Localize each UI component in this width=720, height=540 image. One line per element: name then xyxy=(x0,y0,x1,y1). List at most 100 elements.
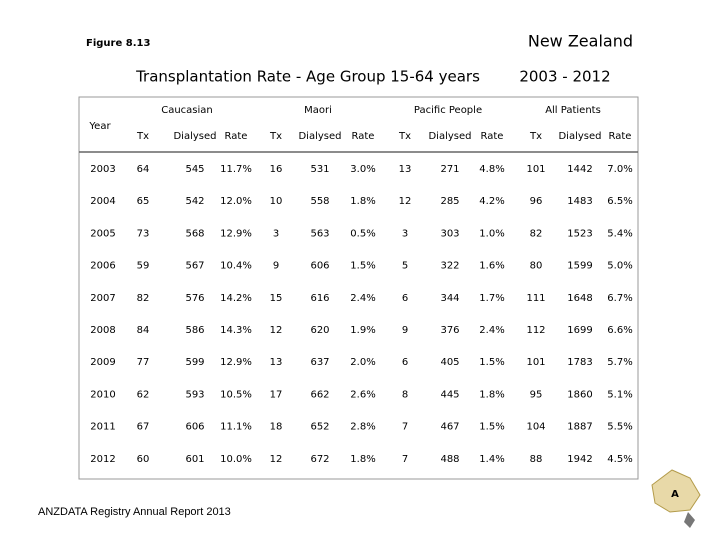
data-cell: 14.2% xyxy=(220,293,252,304)
data-cell: 542 xyxy=(185,196,204,207)
column-header: Rate xyxy=(225,131,248,142)
data-cell: 6.7% xyxy=(607,293,632,304)
data-cell: 344 xyxy=(440,293,459,304)
data-cell: 1442 xyxy=(567,164,592,175)
data-cell: 7 xyxy=(402,454,408,465)
data-cell: 4.2% xyxy=(479,196,504,207)
group-header: Maori xyxy=(304,105,332,116)
data-cell: 101 xyxy=(526,164,545,175)
data-cell: 601 xyxy=(185,454,204,465)
data-cell: 12 xyxy=(270,454,283,465)
data-cell: 2.4% xyxy=(479,325,504,336)
data-cell: 18 xyxy=(270,422,283,433)
data-cell: 96 xyxy=(530,196,543,207)
column-header: Tx xyxy=(136,131,149,142)
data-cell: 1942 xyxy=(567,454,592,465)
data-cell: 12 xyxy=(270,325,283,336)
data-cell: 7 xyxy=(402,422,408,433)
data-cell: 12.0% xyxy=(220,196,252,207)
data-cell: 1648 xyxy=(567,293,592,304)
data-cell: 285 xyxy=(440,196,459,207)
data-cell: 531 xyxy=(310,164,329,175)
year-cell: 2011 xyxy=(90,422,115,433)
data-cell: 1599 xyxy=(567,261,592,272)
data-cell: 606 xyxy=(185,422,204,433)
data-cell: 1.8% xyxy=(479,389,504,400)
group-header: Caucasian xyxy=(161,105,213,116)
period: 2003 - 2012 xyxy=(519,68,610,86)
data-cell: 9 xyxy=(273,261,279,272)
data-cell: 8 xyxy=(402,389,408,400)
data-cell: 637 xyxy=(310,357,329,368)
data-cell: 12.9% xyxy=(220,228,252,239)
year-cell: 2005 xyxy=(90,228,115,239)
column-header: Tx xyxy=(529,131,542,142)
data-cell: 4.5% xyxy=(607,454,632,465)
year-header: Year xyxy=(88,121,111,132)
data-cell: 67 xyxy=(137,422,150,433)
data-cell: 2.0% xyxy=(350,357,375,368)
data-cell: 606 xyxy=(310,261,329,272)
column-header: Dialysed xyxy=(428,131,471,142)
data-cell: 1887 xyxy=(567,422,592,433)
column-header: Dialysed xyxy=(298,131,341,142)
data-cell: 10.0% xyxy=(220,454,252,465)
column-header: Tx xyxy=(269,131,282,142)
data-cell: 16 xyxy=(270,164,283,175)
data-cell: 0.5% xyxy=(350,228,375,239)
group-header: Pacific People xyxy=(414,105,482,116)
column-header: Dialysed xyxy=(558,131,601,142)
data-cell: 2.4% xyxy=(350,293,375,304)
data-cell: 59 xyxy=(137,261,150,272)
data-cell: 111 xyxy=(526,293,545,304)
data-cell: 15 xyxy=(270,293,283,304)
data-cell: 10.4% xyxy=(220,261,252,272)
group-header: All Patients xyxy=(545,105,601,116)
data-cell: 1.5% xyxy=(479,357,504,368)
data-cell: 576 xyxy=(185,293,204,304)
data-cell: 101 xyxy=(526,357,545,368)
data-cell: 593 xyxy=(185,389,204,400)
data-cell: 64 xyxy=(137,164,150,175)
data-cell: 5.7% xyxy=(607,357,632,368)
year-cell: 2006 xyxy=(90,261,115,272)
data-cell: 652 xyxy=(310,422,329,433)
data-cell: 13 xyxy=(270,357,283,368)
column-header: Rate xyxy=(352,131,375,142)
svg-text:A: A xyxy=(671,489,679,500)
data-cell: 1.4% xyxy=(479,454,504,465)
data-cell: 82 xyxy=(530,228,543,239)
data-cell: 322 xyxy=(440,261,459,272)
data-cell: 1860 xyxy=(567,389,592,400)
data-cell: 10 xyxy=(270,196,283,207)
data-cell: 1.8% xyxy=(350,454,375,465)
data-cell: 11.7% xyxy=(220,164,252,175)
data-cell: 1.5% xyxy=(350,261,375,272)
data-cell: 3.0% xyxy=(350,164,375,175)
data-cell: 6 xyxy=(402,293,408,304)
country: New Zealand xyxy=(528,32,633,51)
year-cell: 2008 xyxy=(90,325,115,336)
data-cell: 65 xyxy=(137,196,150,207)
data-cell: 88 xyxy=(530,454,543,465)
data-cell: 3 xyxy=(402,228,408,239)
year-cell: 2004 xyxy=(90,196,115,207)
data-cell: 405 xyxy=(440,357,459,368)
data-cell: 5.5% xyxy=(607,422,632,433)
data-cell: 62 xyxy=(137,389,150,400)
data-cell: 6.6% xyxy=(607,325,632,336)
data-cell: 558 xyxy=(310,196,329,207)
data-cell: 77 xyxy=(137,357,150,368)
data-cell: 10.5% xyxy=(220,389,252,400)
data-cell: 1523 xyxy=(567,228,592,239)
data-cell: 9 xyxy=(402,325,408,336)
data-cell: 563 xyxy=(310,228,329,239)
data-cell: 271 xyxy=(440,164,459,175)
data-cell: 1483 xyxy=(567,196,592,207)
year-cell: 2009 xyxy=(90,357,115,368)
year-cell: 2003 xyxy=(90,164,115,175)
footer: ANZDATA Registry Annual Report 2013 xyxy=(38,506,231,518)
data-cell: 112 xyxy=(526,325,545,336)
